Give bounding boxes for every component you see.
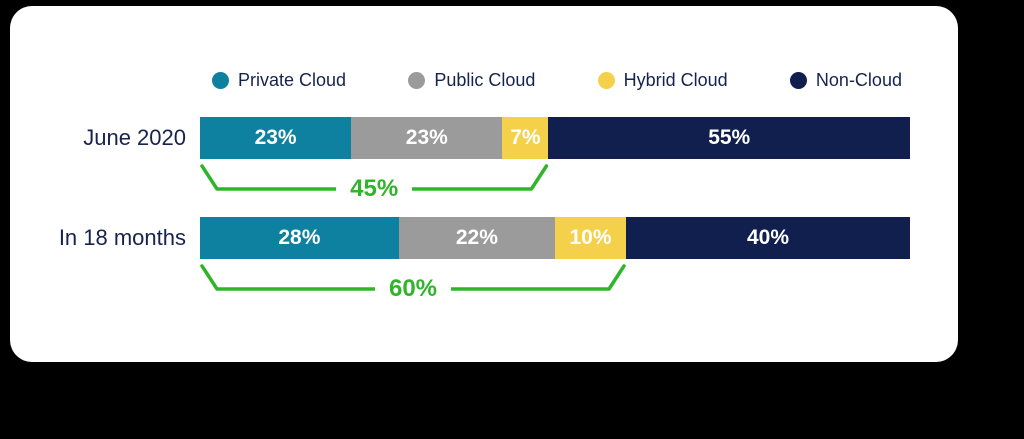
bracket-row-in-18-months: 60%	[10, 263, 910, 303]
legend: Private Cloud Public Cloud Hybrid Cloud Non…	[200, 70, 910, 91]
row-label: In 18 months	[58, 225, 186, 250]
chart-row-june-2020: June 2020 23% 23% 7% 55%	[10, 117, 910, 159]
legend-item-non-cloud: Non-Cloud	[789, 70, 902, 91]
cloud-total-label: 45%	[336, 175, 413, 203]
segment-value-label: 10%	[569, 226, 612, 249]
segment-value-label: 22%	[455, 226, 498, 249]
legend-dot-icon	[408, 72, 426, 89]
legend-dot-icon	[212, 72, 229, 89]
segment-value-label: 23%	[405, 126, 448, 149]
legend-dot-icon	[789, 72, 807, 89]
segment-value-label: 28%	[278, 226, 321, 249]
bar-segment-private-cloud: 23%	[200, 117, 352, 159]
chart-content: Private Cloud Public Cloud Hybrid Cloud Non…	[10, 6, 958, 303]
bar-segment-private-cloud: 28%	[200, 217, 399, 259]
segment-value-label: 40%	[746, 226, 789, 249]
chart-rows: June 2020 23% 23% 7% 55% 45% In 18 months 28% 22…	[10, 117, 910, 303]
bracket-area: 45%	[200, 163, 910, 203]
bar-segment-hybrid-cloud: 7%	[502, 117, 549, 159]
segment-value-label: 7%	[510, 126, 541, 149]
legend-dot-icon	[597, 72, 615, 89]
legend-item-public-cloud: Public Cloud	[408, 70, 535, 91]
legend-label: Public Cloud	[434, 70, 536, 90]
chart-row-in-18-months: In 18 months 28% 22% 10% 40%	[10, 217, 910, 259]
bar-segment-non-cloud: 55%	[548, 117, 910, 159]
row-label: June 2020	[83, 125, 186, 150]
cloud-total-bracket-icon: 45%	[200, 163, 549, 203]
cloud-total-bracket-icon: 60%	[200, 263, 626, 303]
bar-segment-public-cloud: 22%	[398, 217, 555, 259]
bracket-row-june-2020: 45%	[10, 163, 910, 203]
legend-item-private-cloud: Private Cloud	[212, 70, 346, 91]
legend-label: Hybrid Cloud	[623, 70, 728, 90]
bar-segment-hybrid-cloud: 10%	[554, 217, 626, 259]
legend-row: Private Cloud Public Cloud Hybrid Cloud Non…	[10, 70, 910, 91]
chart-card: Private Cloud Public Cloud Hybrid Cloud Non…	[10, 6, 958, 362]
bar-segment-public-cloud: 23%	[351, 117, 503, 159]
bracket-area: 60%	[200, 263, 910, 303]
stacked-bar: 23% 23% 7% 55%	[200, 117, 910, 159]
stacked-bar: 28% 22% 10% 40%	[200, 217, 910, 259]
legend-label: Private Cloud	[238, 70, 347, 90]
segment-value-label: 55%	[708, 126, 751, 149]
cloud-total-label: 60%	[374, 275, 452, 303]
legend-item-hybrid-cloud: Hybrid Cloud	[597, 70, 728, 91]
bar-segment-non-cloud: 40%	[625, 217, 910, 259]
segment-value-label: 23%	[254, 126, 297, 149]
legend-label: Non-Cloud	[815, 70, 902, 90]
